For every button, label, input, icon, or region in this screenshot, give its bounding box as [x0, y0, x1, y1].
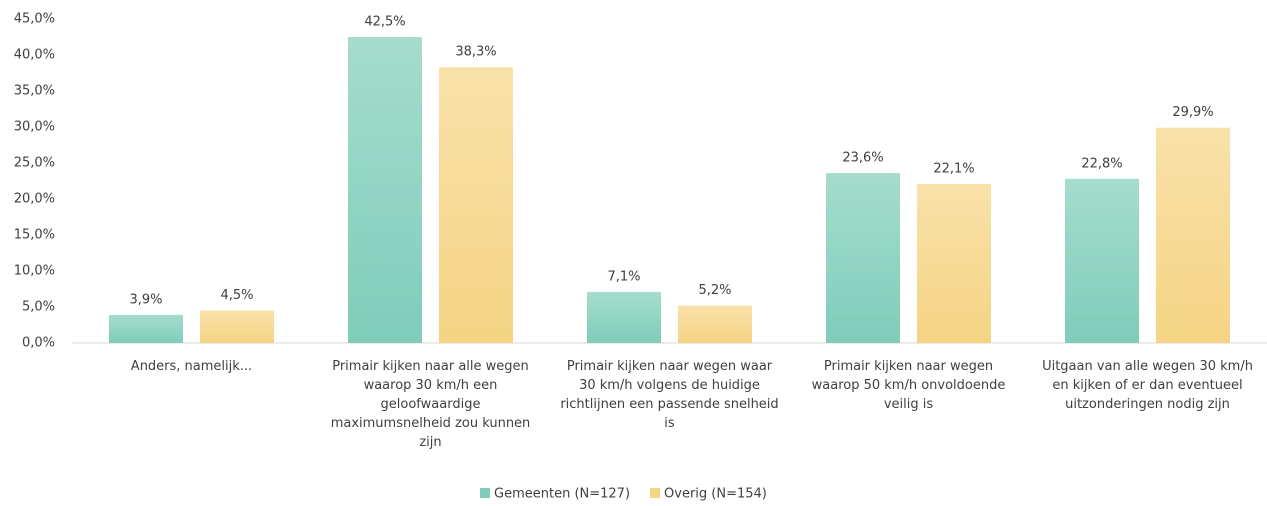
legend-swatch: [480, 488, 490, 498]
data-label: 29,9%: [1172, 105, 1213, 120]
data-label: 3,9%: [129, 292, 162, 307]
y-tick-label: 0,0%: [22, 336, 55, 351]
y-tick-label: 35,0%: [14, 84, 55, 99]
data-label: 4,5%: [220, 288, 253, 303]
x-tick-label: Primair kijken naar wegen waarop 50 km/h…: [811, 359, 1006, 412]
bar: [200, 310, 274, 343]
bar: [826, 173, 900, 343]
y-tick-label: 45,0%: [14, 12, 55, 27]
y-tick-label: 10,0%: [14, 264, 55, 279]
y-tick-label: 15,0%: [14, 228, 55, 243]
bar: [587, 291, 661, 343]
x-tick-label: Anders, namelijk...: [130, 359, 253, 374]
data-label: 23,6%: [842, 151, 883, 166]
bar: [1065, 178, 1139, 343]
data-label: 5,2%: [698, 283, 731, 298]
data-label: 42,5%: [364, 15, 405, 30]
data-label: 38,3%: [455, 45, 496, 60]
bar: [109, 314, 183, 343]
legend-label: Gemeenten (N=127): [494, 487, 630, 502]
bar: [348, 37, 422, 343]
data-label: 7,1%: [607, 269, 640, 284]
y-tick-label: 30,0%: [14, 120, 55, 135]
data-label: 22,1%: [933, 161, 974, 176]
y-tick-label: 25,0%: [14, 156, 55, 171]
legend-swatch: [650, 488, 661, 498]
bar: [1156, 127, 1230, 343]
x-tick-label: Primair kijken naar alle wegen waarop 30…: [330, 359, 531, 450]
y-tick-label: 5,0%: [22, 300, 55, 315]
y-tick-label: 40,0%: [14, 48, 55, 63]
data-label: 22,8%: [1081, 156, 1122, 171]
x-tick-label: Uitgaan van alle wegen 30 km/h en kijken…: [1042, 359, 1253, 412]
y-tick-label: 20,0%: [14, 192, 55, 207]
x-tick-label: Primair kijken naar wegen waar 30 km/h v…: [560, 359, 779, 431]
bar: [917, 183, 991, 343]
bar: [678, 305, 752, 343]
bar: [439, 67, 513, 344]
legend-label: Overig (N=154): [664, 487, 767, 502]
